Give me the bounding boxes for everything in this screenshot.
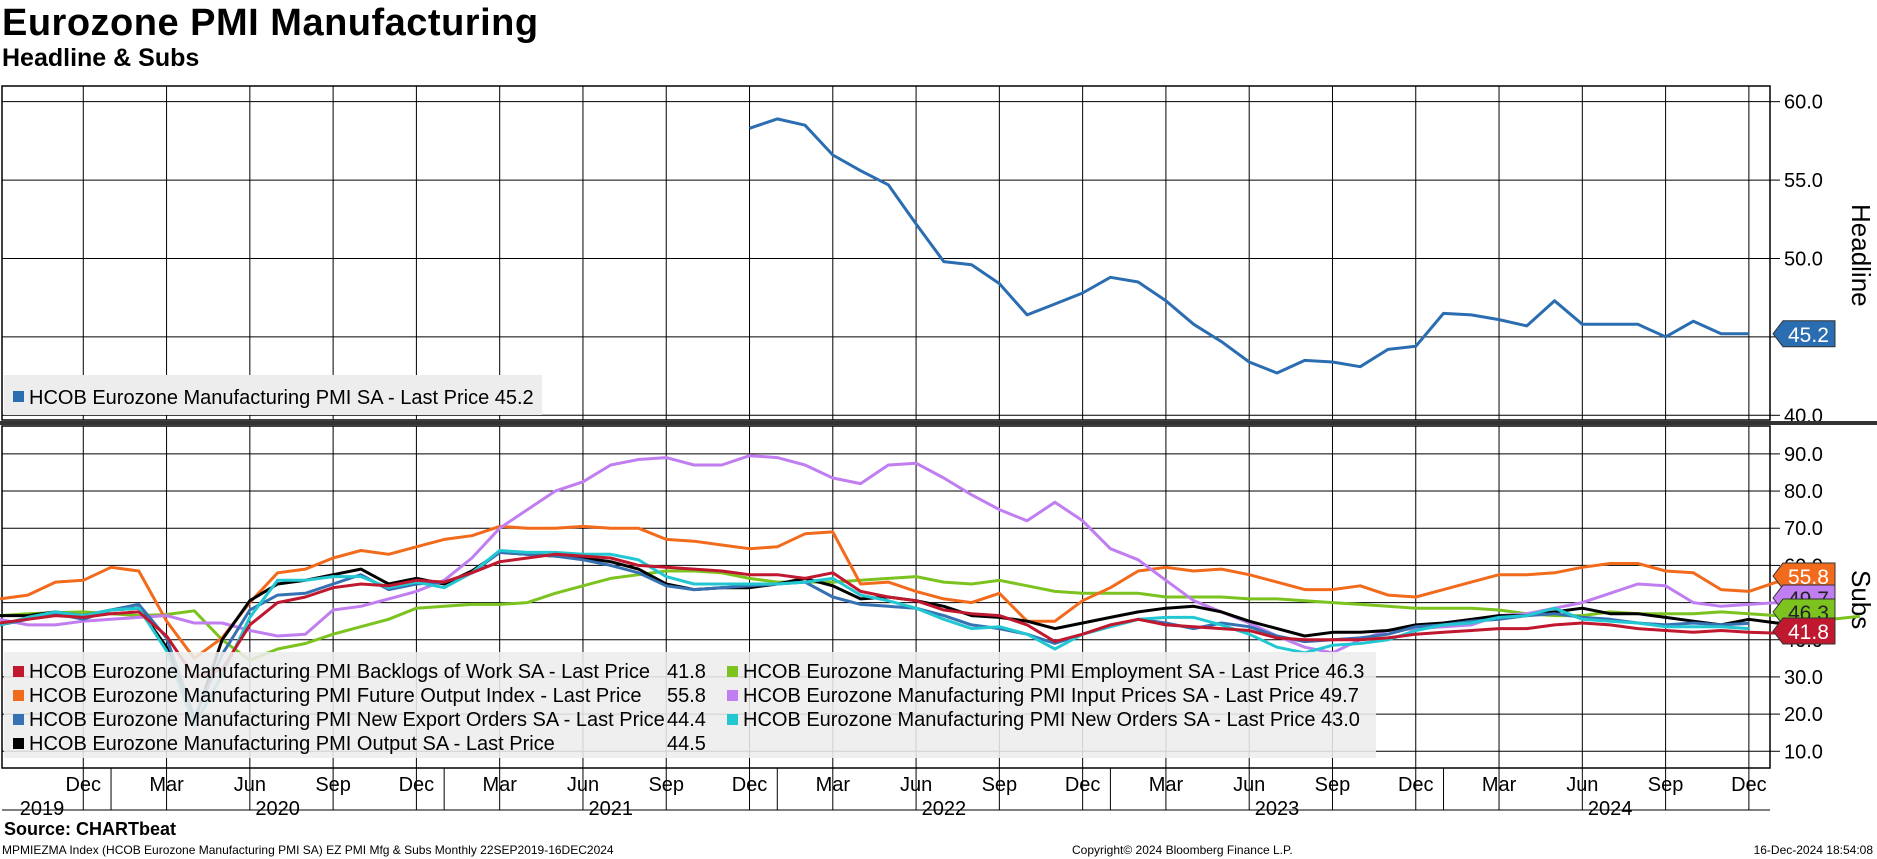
subs-last-value-tag-shape: [1772, 617, 1836, 645]
new-orders-line: [0, 549, 1750, 727]
legend-label: HCOB Eurozone Manufacturing PMI Backlogs…: [29, 661, 650, 683]
input-prices-line: [0, 454, 1805, 655]
legend-label: HCOB Eurozone Manufacturing PMI Employme…: [743, 661, 1364, 683]
legend-value: 44.5: [667, 733, 706, 755]
source-note: Source: CHARTbeat: [4, 819, 177, 839]
subs-last-value-tag: 41.8: [1772, 617, 1836, 645]
headline-last-value-tag: 45.2: [1772, 320, 1836, 348]
bottom-y-tick-label: 90.0: [1784, 444, 1823, 466]
copyright-note: Copyright© 2024 Bloomberg Finance L.P.: [1072, 843, 1293, 857]
chart-subtitle: Headline & Subs: [2, 44, 200, 72]
x-year-label: 2020: [255, 798, 300, 820]
legend-value: 55.8: [667, 685, 706, 707]
bottom-y-tick-label: 30.0: [1784, 667, 1823, 689]
x-tick-label: Dec: [1398, 774, 1434, 796]
x-tick-label: Jun: [900, 774, 932, 796]
top-y-tick-label: 50.0: [1784, 248, 1823, 270]
top-y-tick-label: 60.0: [1784, 92, 1823, 114]
x-tick-label: Dec: [1731, 774, 1767, 796]
legend-label: HCOB Eurozone Manufacturing PMI SA - Las…: [29, 387, 534, 409]
legend-swatch: [13, 690, 24, 701]
x-year-label: 2022: [922, 798, 967, 820]
x-tick-label: Mar: [1149, 774, 1184, 796]
future-output-line: [0, 524, 1805, 660]
bottom-legend: HCOB Eurozone Manufacturing PMI Backlogs…: [4, 652, 1376, 758]
legend-value: 44.4: [667, 709, 706, 731]
top-y-axis-title: Headline: [1846, 204, 1876, 307]
legend-label: HCOB Eurozone Manufacturing PMI Output S…: [29, 733, 555, 755]
x-tick-label: Sep: [648, 774, 684, 796]
x-tick-label: Dec: [65, 774, 101, 796]
legend-label: HCOB Eurozone Manufacturing PMI New Expo…: [29, 709, 665, 731]
headline-last-value-tag-shape: [1772, 320, 1836, 348]
bottom-y-tick-label: 10.0: [1784, 741, 1823, 763]
bottom-y-tick-label: 20.0: [1784, 704, 1823, 726]
bottom-y-axis-title: Subs: [1846, 570, 1876, 629]
x-tick-label: Sep: [1648, 774, 1684, 796]
legend-value: 41.8: [667, 661, 706, 683]
subs-last-value-tag-text: 55.8: [1788, 566, 1829, 589]
bottom-panel-frame: [1, 425, 1771, 769]
x-tick-label: Jun: [567, 774, 599, 796]
x-tick-label: Sep: [1315, 774, 1351, 796]
x-year-label: 2023: [1255, 798, 1300, 820]
top-legend-bg: [4, 375, 542, 415]
legend-label: HCOB Eurozone Manufacturing PMI New Orde…: [743, 709, 1360, 731]
x-tick-label: Dec: [399, 774, 435, 796]
headline-last-value-tag-text: 45.2: [1788, 324, 1829, 347]
x-tick-label: Mar: [149, 774, 184, 796]
legend-swatch: [13, 391, 24, 402]
top-legend: HCOB Eurozone Manufacturing PMI SA - Las…: [4, 375, 542, 415]
top-y-tick-label: 55.0: [1784, 170, 1823, 192]
x-tick-label: Mar: [482, 774, 517, 796]
x-tick-label: Sep: [982, 774, 1018, 796]
top-panel-frame: [1, 85, 1771, 421]
bottom-y-tick-label: 70.0: [1784, 518, 1823, 540]
x-tick-label: Jun: [234, 774, 266, 796]
legend-swatch: [727, 666, 738, 677]
headline-pmi-line: [749, 117, 1749, 375]
timestamp: 16-Dec-2024 18:54:08: [1753, 843, 1873, 857]
bottom-legend-bg: [4, 652, 1376, 758]
subs-last-value-tag-text: 41.8: [1788, 621, 1829, 644]
backlogs-of-work-line: [0, 552, 1777, 679]
legend-label: HCOB Eurozone Manufacturing PMI Input Pr…: [743, 685, 1359, 707]
subs-last-value-tag: 55.8: [1772, 562, 1836, 590]
x-tick-label: Dec: [732, 774, 768, 796]
legend-swatch: [727, 690, 738, 701]
x-year-label: 2024: [1588, 798, 1633, 820]
x-tick-label: Mar: [1482, 774, 1517, 796]
legend-swatch: [727, 714, 738, 725]
x-year-label: 2021: [588, 798, 633, 820]
legend-swatch: [13, 714, 24, 725]
index-info: MPMIEZMA Index (HCOB Eurozone Manufactur…: [2, 843, 614, 857]
x-tick-label: Sep: [315, 774, 351, 796]
panel-separator: [0, 421, 1877, 425]
x-tick-label: Jun: [1233, 774, 1265, 796]
x-year-label: 2019: [20, 798, 65, 820]
x-tick-label: Jun: [1566, 774, 1598, 796]
x-tick-label: Dec: [1065, 774, 1101, 796]
legend-swatch: [13, 738, 24, 749]
chart-title: Eurozone PMI Manufacturing: [2, 2, 539, 44]
bottom-y-tick-label: 80.0: [1784, 481, 1823, 503]
x-tick-label: Mar: [816, 774, 851, 796]
legend-label: HCOB Eurozone Manufacturing PMI Future O…: [29, 685, 642, 707]
legend-swatch: [13, 666, 24, 677]
